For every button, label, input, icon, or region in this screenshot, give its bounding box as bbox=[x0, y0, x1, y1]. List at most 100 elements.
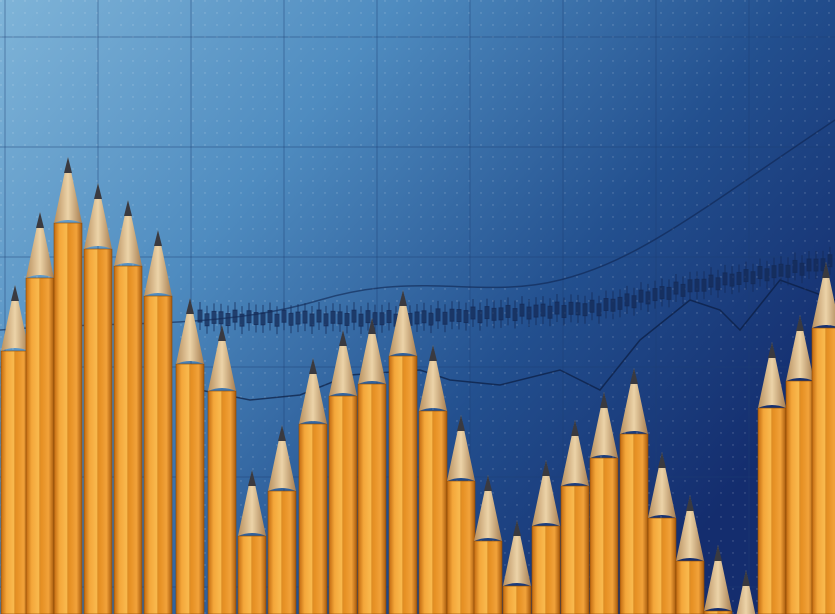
candle-body bbox=[204, 313, 210, 327]
candle-body bbox=[491, 307, 497, 321]
candle-body bbox=[750, 271, 756, 285]
candle-body bbox=[281, 309, 287, 323]
candle-body bbox=[785, 264, 791, 278]
candle-body bbox=[274, 313, 280, 327]
candle-body bbox=[337, 311, 343, 325]
candle-body bbox=[554, 301, 560, 315]
pencil-lead bbox=[796, 315, 804, 331]
candle-body bbox=[806, 258, 812, 272]
candle-body bbox=[351, 309, 357, 323]
candle-body bbox=[512, 308, 518, 322]
candle-body bbox=[778, 263, 784, 277]
candle-body bbox=[715, 277, 721, 291]
candle-body bbox=[722, 272, 728, 286]
candle-body bbox=[267, 309, 273, 323]
pencil-lead bbox=[484, 475, 492, 491]
pencil-wood bbox=[26, 212, 54, 278]
candle-body bbox=[582, 303, 588, 317]
candle-body bbox=[435, 308, 441, 322]
pencil-lead bbox=[542, 460, 550, 476]
candle-body bbox=[442, 311, 448, 325]
candle-body bbox=[799, 262, 805, 276]
pencil-lead bbox=[154, 230, 162, 246]
pencil-lead bbox=[278, 425, 286, 441]
candle-body bbox=[386, 310, 392, 324]
candle-body bbox=[757, 266, 763, 280]
pencil-lead bbox=[339, 330, 347, 346]
pencil-lead bbox=[94, 183, 102, 199]
candle-body bbox=[197, 309, 203, 323]
candle-body bbox=[708, 274, 714, 288]
candle-body bbox=[561, 305, 567, 319]
candle-body bbox=[379, 312, 385, 326]
candle-body bbox=[498, 307, 504, 321]
pencil-wood bbox=[144, 230, 172, 296]
pencil-lead bbox=[218, 325, 226, 341]
candle-body bbox=[729, 273, 735, 287]
candle-body bbox=[659, 286, 665, 300]
candle-body bbox=[470, 306, 476, 320]
candle-body bbox=[253, 312, 259, 326]
pencil-lead bbox=[186, 298, 194, 314]
candle-body bbox=[701, 278, 707, 292]
pencil-wood bbox=[447, 415, 475, 481]
candle-body bbox=[764, 268, 770, 282]
candle-body bbox=[365, 310, 371, 324]
pencil-lead bbox=[11, 285, 19, 301]
pencil-wood bbox=[1, 285, 29, 351]
candle-body bbox=[687, 279, 693, 293]
candle-body bbox=[295, 311, 301, 325]
pencil-lead bbox=[742, 570, 750, 586]
candle-body bbox=[820, 258, 826, 272]
pencil-lead bbox=[630, 368, 638, 384]
pencil-wood bbox=[208, 325, 236, 391]
candle-body bbox=[589, 299, 595, 313]
candle-body bbox=[428, 312, 434, 326]
candle-body bbox=[526, 306, 532, 320]
candle-body bbox=[694, 278, 700, 292]
pencil-wood bbox=[620, 368, 648, 434]
pencil-wood bbox=[676, 495, 704, 561]
candle-body bbox=[344, 312, 350, 326]
pencil-wood bbox=[786, 315, 814, 381]
candle-body bbox=[246, 310, 252, 324]
pencil-wood bbox=[176, 298, 204, 364]
candle-body bbox=[211, 310, 217, 324]
pencil-lead bbox=[768, 342, 776, 358]
candle-body bbox=[547, 305, 553, 319]
candle-body bbox=[652, 288, 658, 302]
pencil-lead bbox=[658, 452, 666, 468]
pencil-lead bbox=[429, 345, 437, 361]
pencil-lead bbox=[571, 420, 579, 436]
pencil-wood bbox=[84, 183, 112, 249]
candle-body bbox=[463, 310, 469, 324]
pencil-lead bbox=[600, 392, 608, 408]
candle-body bbox=[610, 298, 616, 312]
pencil-lead bbox=[686, 495, 694, 511]
pencil-wood bbox=[114, 200, 142, 266]
pencil-wood bbox=[299, 358, 327, 424]
pencil-wood bbox=[561, 420, 589, 486]
pencil-wood bbox=[736, 570, 756, 614]
pencil-wood bbox=[389, 290, 417, 356]
candle-body bbox=[302, 310, 308, 324]
pencils bbox=[0, 157, 835, 614]
pencil-lead bbox=[309, 358, 317, 374]
pencil-wood bbox=[419, 345, 447, 411]
candle-body bbox=[813, 258, 819, 272]
candle-body bbox=[575, 302, 581, 316]
candle-body bbox=[421, 310, 427, 324]
pencil-wood bbox=[590, 392, 618, 458]
candle-body bbox=[743, 269, 749, 283]
pencil-wood bbox=[758, 342, 786, 408]
pencil-lead bbox=[457, 415, 465, 431]
pencil-wood bbox=[503, 520, 531, 586]
pencil-lead bbox=[248, 470, 256, 486]
pencil-wood bbox=[532, 460, 560, 526]
candle-body bbox=[260, 312, 266, 326]
pencil-wood bbox=[238, 470, 266, 536]
candle-body bbox=[771, 265, 777, 279]
candle-body bbox=[631, 295, 637, 309]
